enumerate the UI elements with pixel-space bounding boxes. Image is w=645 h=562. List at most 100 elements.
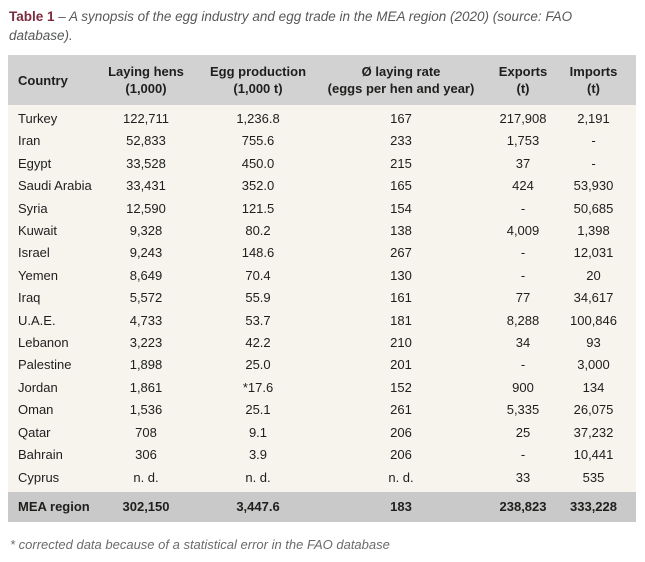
value-cell: 3.9 [196,444,320,467]
column-header-laying-rate: Ø laying rate (eggs per hen and year) [320,55,482,105]
value-cell: 9,243 [96,242,196,265]
value-cell: 9,328 [96,220,196,243]
table-row: U.A.E. 4,733 53.7 181 8,288 100,846 [8,309,636,333]
table-caption-text: – A synopsis of the egg industry and egg… [9,9,573,43]
table-header: Country Laying hens (1,000) Egg producti… [8,55,636,105]
column-header-country: Country [8,55,96,105]
value-cell: 233 [320,130,482,153]
footer-value-cell: 238,823 [482,491,564,522]
value-cell: 1,753 [482,130,564,153]
column-header-exports: Exports (t) [482,55,564,105]
country-cell: Bahrain [8,444,96,467]
table-row: Saudi Arabia 33,431 352.0 165 424 53,930 [8,175,636,198]
value-cell: 34 [482,332,564,355]
table-row: Qatar 708 9.1 206 25 37,232 [8,421,636,445]
value-cell: 34,617 [564,287,636,310]
table-caption-label: Table 1 [9,9,55,24]
value-cell: 25 [482,421,564,445]
value-cell: 181 [320,309,482,333]
column-header-line2: (t) [587,81,600,96]
country-cell: Palestine [8,354,96,377]
value-cell: 33 [482,466,564,492]
value-cell: 20 [564,264,636,288]
value-cell: 138 [320,220,482,243]
country-cell: U.A.E. [8,309,96,333]
value-cell: 201 [320,354,482,377]
value-cell: 37,232 [564,421,636,445]
value-cell: 80.2 [196,220,320,243]
table-row: Bahrain 306 3.9 206-10,441 [8,444,636,467]
value-cell: 77 [482,287,564,310]
value-cell: 55.9 [196,287,320,310]
table-row: Yemen 8,649 70.4 130-20 [8,264,636,288]
table-body: Turkey 122,711 1,236.8 167 217,908 2,191 Iran 5… [8,105,636,492]
value-cell: 217,908 [482,105,564,131]
value-cell: 148.6 [196,242,320,265]
value-cell: n. d. [96,466,196,492]
value-cell: 1,898 [96,354,196,377]
column-header-line1: Laying hens [108,64,184,79]
footer-region-cell: MEA region [8,491,96,522]
value-cell: 206 [320,421,482,445]
country-cell: Turkey [8,105,96,131]
value-cell: 206 [320,444,482,467]
value-cell: - [564,152,636,176]
value-cell: n. d. [196,466,320,492]
value-cell: - [482,444,564,467]
country-cell: Iran [8,130,96,153]
value-cell: 12,590 [96,197,196,221]
column-header-line1: Country [18,72,68,88]
value-cell: 210 [320,332,482,355]
value-cell: 352.0 [196,175,320,198]
value-cell: 152 [320,376,482,400]
table-row: Oman 1,536 25.1 261 5,335 26,075 [8,399,636,422]
value-cell: 42.2 [196,332,320,355]
country-cell: Iraq [8,287,96,310]
value-cell: 1,861 [96,376,196,400]
value-cell: *17.6 [196,376,320,400]
value-cell: 1,536 [96,399,196,422]
value-cell: 53.7 [196,309,320,333]
value-cell: 161 [320,287,482,310]
value-cell: 4,009 [482,220,564,243]
footer-value-cell: 302,150 [96,491,196,522]
value-cell: 535 [564,466,636,492]
value-cell: 26,075 [564,399,636,422]
column-header-line1: Exports [498,64,548,79]
country-cell: Jordan [8,376,96,400]
country-cell: Israel [8,242,96,265]
value-cell: 424 [482,175,564,198]
country-cell: Oman [8,399,96,422]
table-footnote: * corrected data because of a statistica… [10,536,390,552]
table-row: Egypt 33,528 450.0 215 37- [8,152,636,176]
value-cell: 93 [564,332,636,355]
value-cell: 37 [482,152,564,176]
value-cell: 3,223 [96,332,196,355]
value-cell: 9.1 [196,421,320,445]
egg-industry-table: Country Laying hens (1,000) Egg producti… [8,55,636,522]
value-cell: 8,649 [96,264,196,288]
column-header-line2: (1,000) [125,81,167,96]
value-cell: - [482,242,564,265]
column-header-egg-production: Egg production (1,000 t) [196,55,320,105]
value-cell: 130 [320,264,482,288]
value-cell: 10,441 [564,444,636,467]
value-cell: 3,000 [564,354,636,377]
column-header-line2: (t) [516,81,530,96]
value-cell: 4,733 [96,309,196,333]
header-row: Country Laying hens (1,000) Egg producti… [8,55,636,105]
value-cell: 8,288 [482,309,564,333]
table-row: Turkey 122,711 1,236.8 167 217,908 2,191 [8,105,636,131]
value-cell: 1,398 [564,220,636,243]
value-cell: 154 [320,197,482,221]
country-cell: Saudi Arabia [8,175,96,198]
country-cell: Syria [8,197,96,221]
table-caption: Table 1 – A synopsis of the egg industry… [9,7,635,45]
column-header-line2: (1,000 t) [233,81,283,96]
value-cell: 5,572 [96,287,196,310]
value-cell: 267 [320,242,482,265]
value-cell: 2,191 [564,105,636,131]
table-row: Iran 52,833 755.6 233 1,753- [8,130,636,153]
value-cell: 5,335 [482,399,564,422]
